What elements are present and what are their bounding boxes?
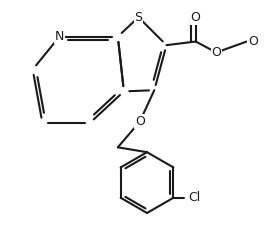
Text: O: O — [135, 115, 145, 128]
Text: O: O — [211, 46, 221, 59]
Text: O: O — [248, 35, 258, 48]
Text: Cl: Cl — [189, 191, 201, 204]
Text: N: N — [55, 30, 64, 43]
Text: O: O — [191, 11, 201, 24]
Text: S: S — [135, 11, 142, 24]
